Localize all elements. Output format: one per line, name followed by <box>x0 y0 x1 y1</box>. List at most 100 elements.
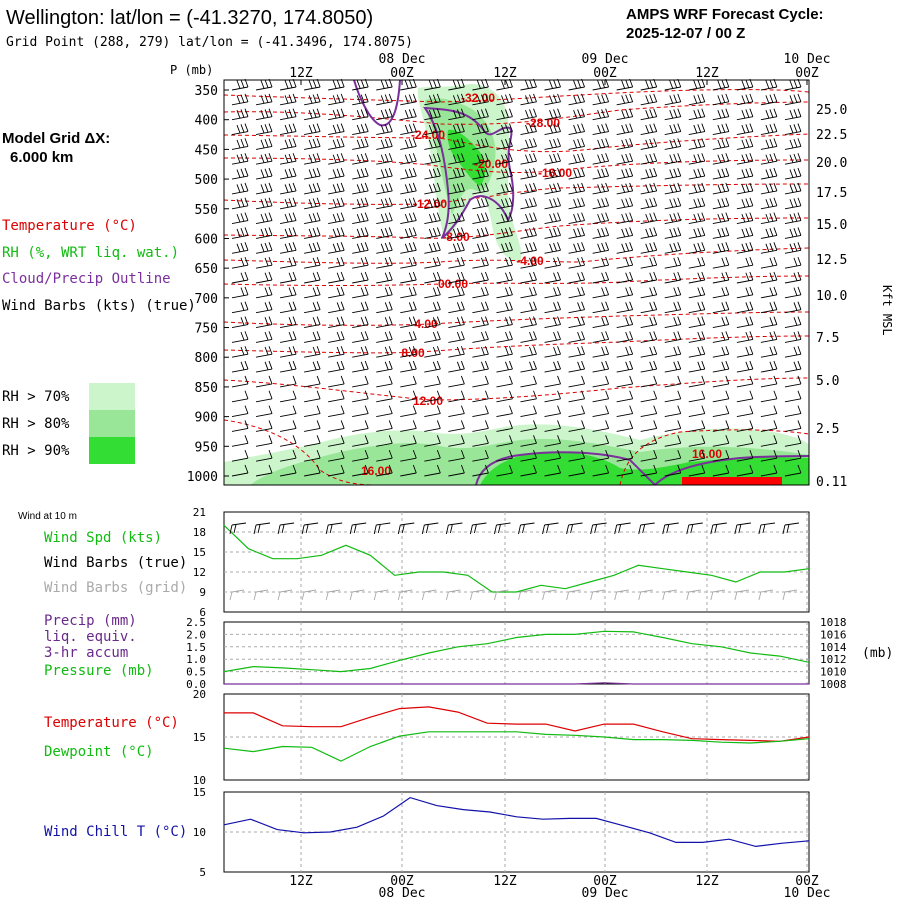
surface-wind-barb <box>686 522 703 535</box>
temp-contour-label: -12.00 <box>413 197 447 211</box>
wind-barb <box>544 138 561 150</box>
wind-barb <box>424 420 441 432</box>
wind-barb <box>544 375 561 388</box>
wind-barb <box>280 464 297 477</box>
wind-barb <box>424 153 441 165</box>
wind-barb <box>760 123 778 135</box>
wind-barb <box>472 405 489 418</box>
wind-barb <box>472 153 489 165</box>
wind-barb <box>472 390 489 403</box>
wind-barb <box>231 153 249 165</box>
wind-barb <box>424 390 441 403</box>
xsec-background <box>224 80 809 485</box>
rh70-label: RH > 70% <box>2 389 70 405</box>
wind-barb <box>592 123 610 135</box>
wind-barb <box>784 405 802 418</box>
xsec-frame <box>223 79 810 486</box>
wind-barb <box>400 390 417 403</box>
wind-barb <box>616 227 634 239</box>
wind-barb <box>664 227 682 239</box>
rh90-swatch <box>89 437 135 464</box>
wind-barb <box>231 331 249 343</box>
wind-barb <box>328 286 345 299</box>
wind-barb <box>544 256 561 269</box>
wind-barb <box>736 449 754 462</box>
wind-barb <box>496 331 513 343</box>
kft-tick-label: 0.11 <box>816 475 847 490</box>
wind-barb <box>472 197 489 210</box>
surface-wind-barb <box>494 522 511 535</box>
wind-barb <box>280 286 297 299</box>
wind-barb <box>448 435 465 447</box>
wind-barb <box>640 227 658 239</box>
wind-barb <box>352 286 369 299</box>
bottom-hour-label: 12Z <box>289 874 313 889</box>
wind-y-tick-label: 9 <box>199 586 206 599</box>
wind-barb <box>784 360 802 373</box>
surface-wind-barb <box>614 522 631 535</box>
pressure-y-tick-label: 1012 <box>820 653 847 666</box>
wind-barb <box>400 182 417 195</box>
wind-barb <box>664 138 682 150</box>
windchill-y-tick-label: 5 <box>199 866 206 879</box>
wind-barb <box>520 435 537 447</box>
wind-barb <box>280 256 297 269</box>
wind-barb <box>520 78 537 91</box>
wind-barb <box>568 271 586 284</box>
temp-y-tick-label: 15 <box>193 731 206 744</box>
grid-wind-barb <box>349 589 365 601</box>
wind-barb <box>520 212 537 225</box>
cycle-value: 2025-12-07 / 00 Z <box>626 25 745 42</box>
wind-barb <box>616 153 634 165</box>
wind-barb <box>664 375 682 388</box>
wind-barb <box>784 420 802 432</box>
surface-wind-barb <box>566 522 583 535</box>
wind-barb <box>280 375 297 388</box>
wind-barb <box>592 242 610 254</box>
wind-barb <box>568 167 586 180</box>
wind-barb <box>784 271 802 284</box>
wind-barb <box>472 138 489 150</box>
wind-barb <box>640 375 658 388</box>
wind-barb <box>376 360 393 373</box>
wind-barb <box>472 331 489 343</box>
wind-barb <box>568 182 586 195</box>
wind-barb <box>280 360 297 373</box>
wind-barb <box>304 405 321 418</box>
wind-barb <box>712 435 730 447</box>
wind-barb <box>424 108 441 121</box>
wind-barb <box>448 375 465 388</box>
wind-barb <box>304 227 321 239</box>
wind-barb <box>688 331 706 343</box>
wind-barb <box>664 449 682 462</box>
wind-barb <box>352 256 369 269</box>
wind-barb <box>712 316 730 328</box>
wind-barb <box>304 464 321 477</box>
wind-barb <box>736 390 754 403</box>
wind-barb <box>784 93 802 106</box>
wind-barb <box>784 138 802 150</box>
wind-barb <box>304 93 321 106</box>
wind-barb <box>472 360 489 373</box>
wind-barb <box>231 301 249 314</box>
wind-barb <box>520 449 537 462</box>
wind-barb <box>760 271 778 284</box>
wind-barb <box>712 405 730 418</box>
grid-wind-barb <box>686 589 701 601</box>
wind-barb <box>231 271 249 284</box>
wind-barb <box>448 256 465 269</box>
wind-barb <box>328 138 345 150</box>
top-date-label: 09 Dec <box>582 52 629 67</box>
wind-barb <box>688 227 706 239</box>
wind-barb <box>352 301 369 314</box>
model-grid-value: 6.000 km <box>10 149 73 166</box>
wind-barb <box>328 360 345 373</box>
wind-barb <box>712 271 730 284</box>
wind-barb <box>736 123 754 135</box>
wind-barb <box>424 301 441 314</box>
wind-barb <box>496 420 513 432</box>
wind-barb <box>328 331 345 343</box>
wind-barb <box>352 405 369 418</box>
wind-barb <box>760 435 778 447</box>
wind-barb <box>280 153 297 165</box>
